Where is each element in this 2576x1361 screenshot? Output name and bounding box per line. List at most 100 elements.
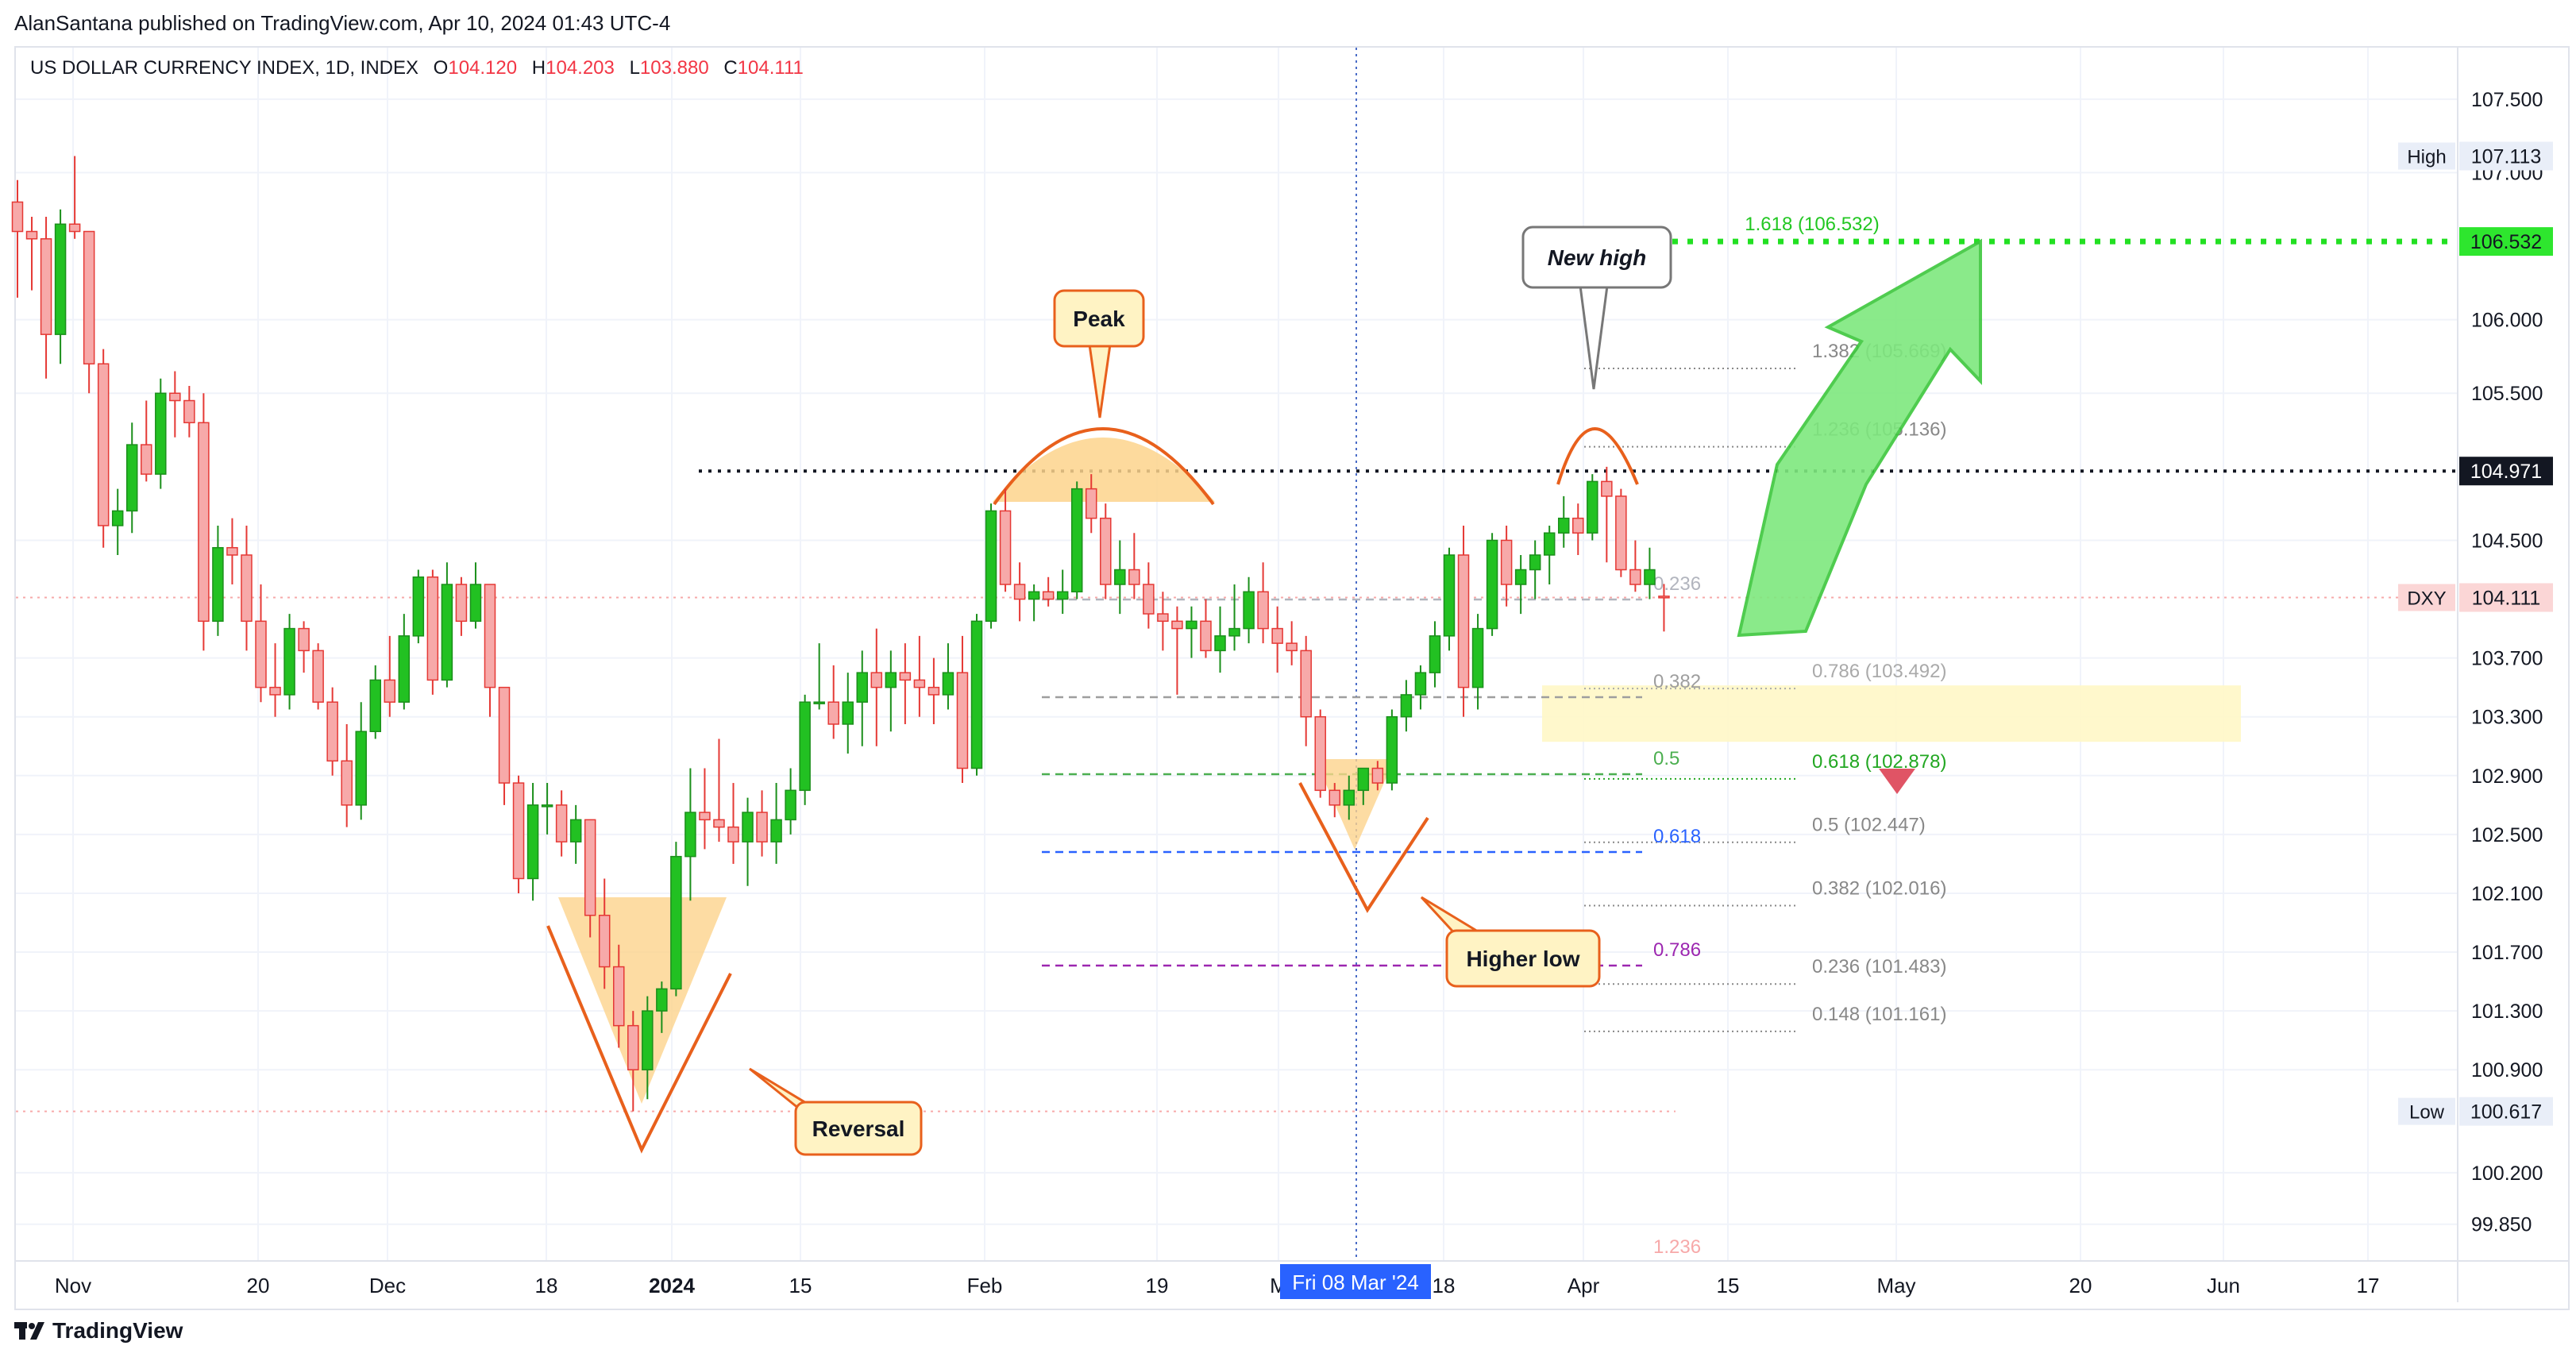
current-price-tag: 104.111 [2472,588,2541,610]
candle-body [1443,554,1456,637]
fib-label: 1.618 (106.532) [1745,214,1879,235]
candle-body [642,1010,654,1070]
reversal-v-shape [546,925,732,1154]
peak-callout-tail [1088,344,1112,418]
low-name-tag: Low [2409,1102,2445,1124]
candle-body [169,392,181,402]
candle-body [1243,591,1255,630]
candle-body [11,201,24,233]
low-price-tag: 100.617 [2470,1101,2542,1124]
candle-body [770,819,782,842]
candle-body [54,223,67,335]
candle-body [1629,569,1641,585]
candle-body [283,627,295,696]
fib-label: 0.786 (103.492) [1812,661,1946,682]
high-price-tag: 107.113 [2471,146,2542,168]
brand[interactable]: TradingView [14,1318,183,1344]
candle-body [1286,642,1298,652]
candle-body [942,672,954,696]
candle-body [1414,672,1427,696]
y-tick-label: 102.100 [2471,883,2543,905]
candle-body [970,620,983,769]
candle-body [684,812,696,858]
retracement-label: 1.236 [1653,1236,1701,1258]
candle-body [1257,591,1269,630]
candle-body [1587,480,1598,534]
candle-body [1042,591,1055,600]
candle-body [441,584,453,681]
highlight-zones [1542,685,2241,742]
candle-body [985,510,997,623]
candle-body [40,238,52,335]
level-price-tag: 104.971 [2470,461,2542,483]
candle-body [1514,569,1527,585]
candle-body [1343,789,1355,806]
brand-name: TradingView [52,1318,183,1343]
low-label: L [629,57,640,79]
peak-callout-box [1053,289,1145,348]
candle-body [927,686,940,696]
high-name-tag-bg [2398,142,2455,170]
candle-body [1429,635,1441,673]
current-price-tag-bg [2459,583,2553,612]
candle-body [1114,569,1126,585]
candle-body [885,672,897,688]
candle-body [125,444,138,512]
current-name-tag-bg [2398,584,2455,611]
retracement-label: 0.5 [1653,748,1679,769]
candle-body [141,444,152,475]
candle-body [856,672,869,703]
close-value: 104.111 [737,57,804,79]
high-price-tag-bg [2459,141,2553,171]
publisher-line: AlanSantana published on TradingView.com… [14,11,671,35]
candlesticks [11,156,1670,1112]
peak-shade [993,438,1215,502]
candle-body [1228,627,1240,637]
candle-body [312,650,324,703]
candle-body [369,679,381,732]
candle-body [398,635,411,703]
candle-body [1486,539,1498,630]
new-high-callout-box [1521,226,1672,289]
x-tick-label: 18 [535,1274,558,1297]
x-tick-label: 20 [247,1274,270,1297]
candle-body [526,804,539,880]
fib-label: 0.236 (101.483) [1812,956,1946,977]
candle-body [1186,620,1197,630]
fib-label: 0.382 (102.016) [1812,878,1946,900]
bullish-arrow-icon [1737,238,1982,638]
peak-arc [993,427,1215,506]
x-tick-label: Jun [2207,1274,2240,1297]
candle-body [1615,495,1627,571]
candle-body [569,819,582,842]
x-tick-label: 15 [789,1274,812,1297]
candle-body [742,812,754,842]
candle-body [656,988,668,1012]
candle-body [355,731,367,806]
candle-body [1200,620,1212,652]
y-tick-label: 99.850 [2471,1214,2532,1236]
candle-body [870,672,883,688]
candle-body [1143,584,1155,615]
peak-callout-text: Peak [1073,307,1125,331]
level-price-tag-bg [2459,457,2553,486]
candle-body [226,546,238,556]
candle-body [613,966,625,1027]
new-high-callout-tail [1579,285,1609,390]
candle-body [255,620,267,688]
candle-body [1644,569,1656,585]
candle-body [484,584,496,688]
candle-body [842,701,854,725]
candle-body [1371,767,1384,784]
retracement-label: 0.236 [1653,573,1701,595]
fib-label: 0.5 (102.447) [1812,815,1926,836]
candle-body [956,672,969,769]
candle-body [111,510,124,526]
chart-frame [14,46,2570,1310]
x-tick-label: 17 [2357,1274,2380,1297]
y-tick-label: 103.300 [2471,707,2543,729]
golden-zone [1542,685,2241,742]
y-tick-label: 107.500 [2471,89,2543,111]
candle-body [598,915,611,968]
